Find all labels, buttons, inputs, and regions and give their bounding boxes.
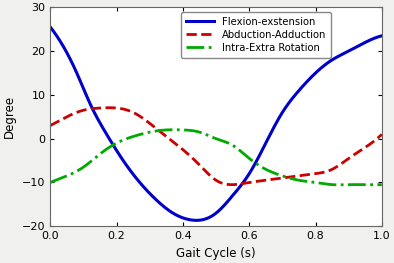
Intra-Extra Rotation — [329, 183, 333, 186]
Abduction-Adduction — [351, 154, 355, 157]
Y-axis label: Degree: Degree — [3, 95, 16, 138]
Abduction-Adduction — [253, 180, 258, 183]
Intra-Extra Rotation — [171, 128, 176, 131]
Intra-Extra Rotation — [48, 181, 53, 184]
Abduction-Adduction — [246, 181, 251, 184]
Abduction-Adduction — [49, 123, 54, 127]
Abduction-Adduction — [330, 168, 335, 171]
Intra-Extra Rotation — [379, 183, 384, 186]
Flexion-exstension — [246, 173, 251, 176]
Flexion-exstension — [194, 219, 199, 222]
Intra-Extra Rotation — [245, 155, 250, 159]
Flexion-exstension — [252, 164, 256, 167]
Line: Intra-Extra Rotation: Intra-Extra Rotation — [50, 130, 382, 185]
Flexion-exstension — [349, 48, 354, 51]
Abduction-Adduction — [247, 181, 252, 184]
Legend: Flexion-exstension, Abduction-Adduction, Intra-Extra Rotation: Flexion-exstension, Abduction-Adduction,… — [181, 12, 331, 58]
Flexion-exstension — [245, 175, 250, 178]
Flexion-exstension — [48, 26, 53, 29]
Abduction-Adduction — [230, 183, 234, 186]
Line: Abduction-Adduction: Abduction-Adduction — [50, 108, 382, 185]
X-axis label: Gait Cycle (s): Gait Cycle (s) — [176, 247, 256, 260]
Intra-Extra Rotation — [49, 180, 54, 184]
Intra-Extra Rotation — [336, 183, 341, 186]
Intra-Extra Rotation — [246, 156, 251, 160]
Intra-Extra Rotation — [351, 183, 355, 186]
Line: Flexion-exstension: Flexion-exstension — [50, 27, 382, 220]
Flexion-exstension — [379, 34, 384, 37]
Flexion-exstension — [49, 27, 54, 30]
Abduction-Adduction — [107, 106, 112, 109]
Abduction-Adduction — [48, 124, 53, 127]
Flexion-exstension — [329, 59, 333, 62]
Abduction-Adduction — [379, 133, 384, 136]
Intra-Extra Rotation — [252, 161, 256, 164]
